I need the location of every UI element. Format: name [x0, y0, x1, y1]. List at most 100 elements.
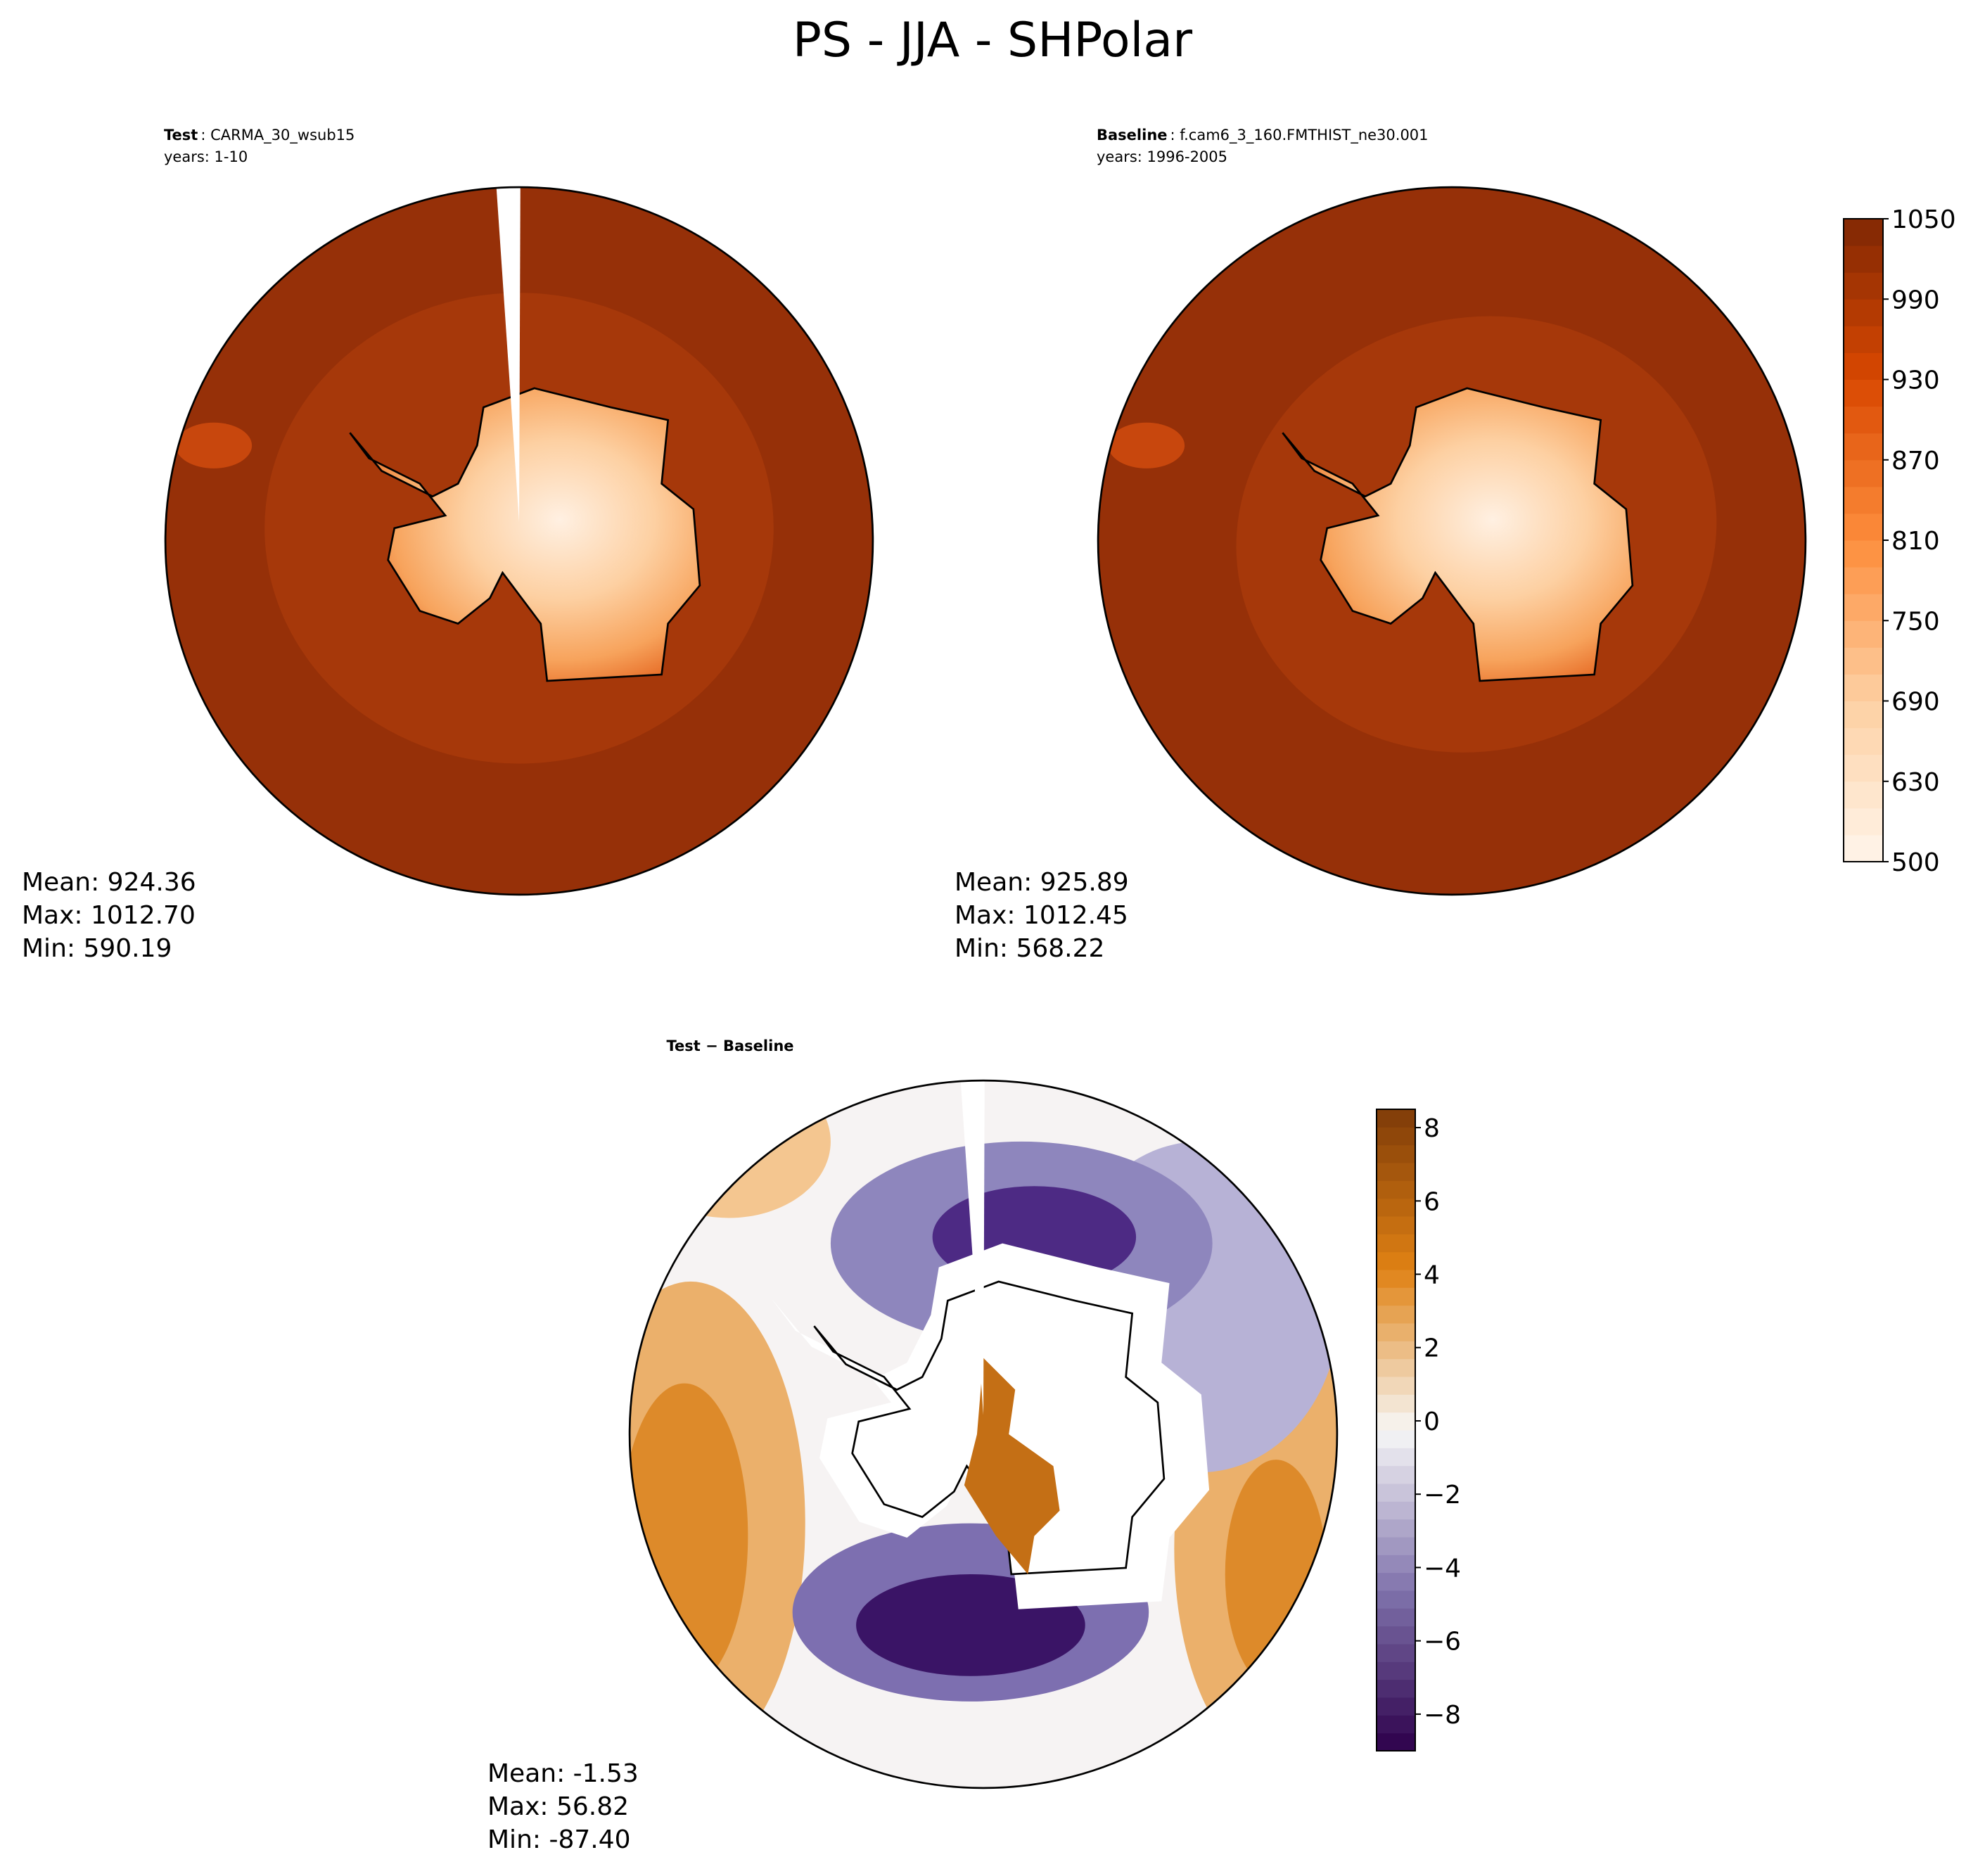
panel-stat: Min: 568.22 — [955, 934, 1104, 963]
colorbar-band — [1844, 808, 1883, 836]
panel-stat: Max: 1012.70 — [22, 901, 196, 930]
colorbar-tick-label: 2 — [1424, 1334, 1440, 1363]
colorbar-band — [1377, 1323, 1415, 1341]
colorbar-band — [1844, 272, 1883, 300]
colorbar-tick-label: −2 — [1424, 1481, 1461, 1510]
colorbar-band — [1377, 1430, 1415, 1448]
label-bold: Test — [164, 127, 198, 143]
panel-label: Test: CARMA_30_wsub15 — [164, 127, 355, 144]
panel-stat: Min: -87.40 — [487, 1825, 631, 1854]
colorbar-tick-label: 870 — [1891, 447, 1940, 476]
colorbar-band — [1844, 245, 1883, 273]
colorbar-band — [1844, 486, 1883, 514]
panel-years: years: 1-10 — [164, 148, 248, 165]
colorbar-band — [1377, 1501, 1415, 1520]
colorbar-band — [1377, 1483, 1415, 1502]
colorbar-band — [1377, 1358, 1415, 1377]
colorbar-band — [1844, 352, 1883, 380]
colorbar-band — [1844, 540, 1883, 568]
colorbar-band — [1844, 834, 1883, 862]
colorbar-band — [1377, 1626, 1415, 1645]
panel-stat: Max: 56.82 — [487, 1792, 629, 1821]
colorbar-band — [1377, 1198, 1415, 1217]
colorbar-band — [1377, 1537, 1415, 1555]
colorbar-band — [1844, 647, 1883, 675]
map-baseline — [1097, 186, 1807, 896]
colorbar-band — [1377, 1305, 1415, 1324]
colorbar-band — [1377, 1465, 1415, 1484]
colorbar-tick-label: 810 — [1891, 527, 1940, 556]
label-rest: : f.cam6_3_160.FMTHIST_ne30.001 — [1170, 127, 1429, 144]
colorbar-band — [1844, 219, 1883, 246]
colorbar-band — [1377, 1519, 1415, 1538]
colorbar-tick-label: 1050 — [1891, 205, 1956, 234]
label-rest: : CARMA_30_wsub15 — [200, 127, 355, 144]
colorbar-band — [1844, 513, 1883, 541]
figure-title: PS - JJA - SHPolar — [793, 13, 1192, 68]
colorbar-band — [1377, 1180, 1415, 1199]
panel-stat: Mean: 924.36 — [22, 868, 196, 897]
colorbar-band — [1377, 1216, 1415, 1234]
colorbar-band — [1377, 1109, 1415, 1128]
colorbar-band — [1377, 1644, 1415, 1662]
colorbar-tick-label: 630 — [1891, 768, 1940, 797]
colorbar-tick-label: −4 — [1424, 1554, 1461, 1583]
colorbar-tick-label: 6 — [1424, 1187, 1440, 1216]
panel-stat: Max: 1012.45 — [955, 901, 1128, 930]
panel-stat: Min: 590.19 — [22, 934, 172, 963]
colorbar-tick-label: −8 — [1424, 1701, 1461, 1730]
colorbar-band — [1377, 1270, 1415, 1288]
colorbar-tick-label: 690 — [1891, 688, 1940, 717]
colorbar-band — [1844, 433, 1883, 461]
colorbar-band — [1377, 1555, 1415, 1574]
colorbar-band — [1377, 1251, 1415, 1270]
panel-label: Test − Baseline — [666, 1038, 793, 1054]
colorbar-band — [1844, 727, 1883, 755]
colorbar-band — [1377, 1144, 1415, 1163]
map-difference — [628, 1079, 1339, 1789]
colorbar-band — [1377, 1341, 1415, 1360]
colorbar-tick-label: 990 — [1891, 286, 1940, 314]
colorbar-band — [1377, 1394, 1415, 1413]
colorbar-tick-label: 8 — [1424, 1114, 1440, 1143]
colorbar-band — [1844, 459, 1883, 487]
colorbar-band — [1844, 754, 1883, 782]
colorbar-band — [1844, 674, 1883, 701]
colorbar-band — [1377, 1679, 1415, 1698]
colorbar-band — [1377, 1733, 1415, 1751]
colorbar-band — [1844, 326, 1883, 353]
colorbar-band — [1377, 1163, 1415, 1181]
colorbar-tick-label: 750 — [1891, 607, 1940, 636]
colorbar-tick-label: −6 — [1424, 1628, 1461, 1657]
panel-years: years: 1996-2005 — [1097, 148, 1227, 165]
colorbar-band — [1844, 701, 1883, 729]
panel-stat: Mean: -1.53 — [487, 1759, 639, 1788]
colorbar-band — [1377, 1590, 1415, 1609]
colorbar-band — [1844, 406, 1883, 434]
colorbar-band — [1377, 1572, 1415, 1591]
colorbar-tick-label: 0 — [1424, 1408, 1440, 1436]
colorbar-band — [1844, 594, 1883, 621]
colorbar-band — [1377, 1377, 1415, 1395]
colorbar-band — [1377, 1715, 1415, 1734]
colorbar-band — [1844, 567, 1883, 594]
colorbar-tick-label: 4 — [1424, 1261, 1440, 1290]
label-bold: Baseline — [1097, 127, 1168, 143]
panel-stat: Mean: 925.89 — [955, 868, 1129, 897]
panel-label: Baseline: f.cam6_3_160.FMTHIST_ne30.001 — [1097, 127, 1429, 144]
colorbar-frame — [1376, 1109, 1416, 1751]
colorbar-band — [1377, 1234, 1415, 1253]
colorbar-band — [1844, 620, 1883, 648]
colorbar-band — [1844, 781, 1883, 809]
colorbar-band — [1377, 1608, 1415, 1627]
colorbar-tick-label: 930 — [1891, 366, 1940, 395]
map-test — [164, 186, 874, 896]
colorbar-band — [1377, 1287, 1415, 1306]
colorbar-band — [1844, 379, 1883, 407]
colorbar-band — [1377, 1661, 1415, 1680]
colorbar-band — [1377, 1697, 1415, 1716]
colorbar-band — [1844, 299, 1883, 326]
label-bold: Test − Baseline — [666, 1038, 793, 1054]
colorbar-band — [1377, 1448, 1415, 1467]
